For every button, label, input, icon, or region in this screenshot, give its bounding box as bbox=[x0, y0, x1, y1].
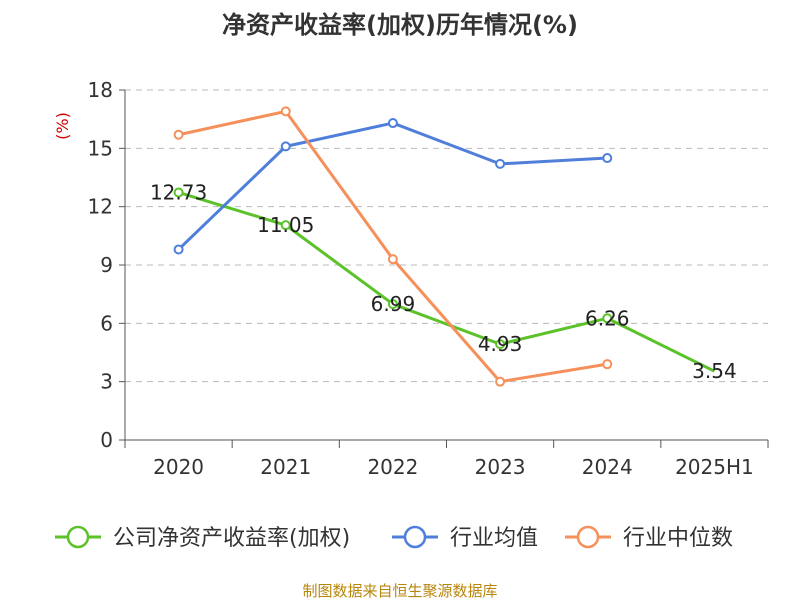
series-point-1 bbox=[495, 158, 506, 169]
y-axis-unit: (%) bbox=[53, 112, 72, 140]
series bbox=[173, 106, 716, 387]
x-tick-label: 2020 bbox=[153, 455, 204, 479]
y-tick-label: 18 bbox=[88, 78, 113, 102]
grid bbox=[125, 89, 768, 383]
legend-swatch-marker bbox=[576, 525, 600, 549]
x-tick-label: 2021 bbox=[260, 455, 311, 479]
data-label: 12.73 bbox=[150, 180, 207, 204]
legend-swatch-marker bbox=[403, 525, 427, 549]
data-label: 6.26 bbox=[585, 306, 630, 330]
axes: 0 3 6 9 12 15 18 2020 2021 2022 2023 2024 2025H1 bbox=[88, 78, 769, 479]
data-label: 4.93 bbox=[478, 332, 523, 356]
legend-label: 行业中位数 bbox=[623, 526, 733, 551]
legend-label: 行业均值 bbox=[450, 526, 538, 551]
data-label: 11.05 bbox=[257, 213, 314, 237]
data-labels: 12.73 11.05 6.99 4.93 6.26 3.54 bbox=[150, 180, 737, 383]
series-point-0 bbox=[173, 187, 184, 198]
series-point-2 bbox=[387, 254, 398, 265]
y-tick-label: 15 bbox=[88, 136, 113, 160]
series-point-2 bbox=[173, 129, 184, 140]
legend-swatch-marker bbox=[66, 525, 90, 549]
data-label: 3.54 bbox=[692, 359, 737, 383]
series-point-2 bbox=[602, 359, 613, 370]
y-tick-label: 6 bbox=[100, 311, 113, 335]
x-tick-label: 2025H1 bbox=[675, 455, 754, 479]
series-point-0 bbox=[495, 339, 506, 350]
y-tick-label: 3 bbox=[100, 370, 113, 394]
series-point-1 bbox=[173, 244, 184, 255]
legend[interactable]: 公司净资产收益率(加权) 行业均值 行业中位数 bbox=[55, 525, 733, 551]
series-point-2 bbox=[280, 106, 291, 117]
series-point-0 bbox=[280, 220, 291, 231]
x-tick-label: 2024 bbox=[582, 455, 633, 479]
x-tick-label: 2023 bbox=[475, 455, 526, 479]
series-point-1 bbox=[280, 141, 291, 152]
y-tick-label: 0 bbox=[100, 428, 113, 452]
series-line-1 bbox=[177, 121, 608, 251]
x-tick-label: 2022 bbox=[367, 455, 418, 479]
legend-label: 公司净资产收益率(加权) bbox=[113, 526, 350, 551]
series-point-0 bbox=[602, 313, 613, 324]
series-point-1 bbox=[602, 153, 613, 164]
series-line-2 bbox=[178, 109, 608, 384]
legend-item-2[interactable]: 行业中位数 bbox=[565, 525, 733, 551]
chart-title: 净资产收益率(加权)历年情况(%) bbox=[222, 11, 578, 39]
series-point-2 bbox=[495, 376, 506, 387]
legend-item-1[interactable]: 行业均值 bbox=[392, 525, 538, 551]
y-tick-label: 12 bbox=[88, 195, 113, 219]
series-point-0 bbox=[387, 299, 398, 310]
series-point-1 bbox=[387, 118, 398, 129]
series-line-0 bbox=[178, 191, 716, 373]
source-note: 制图数据来自恒生聚源数据库 bbox=[302, 582, 497, 600]
data-label: 6.99 bbox=[371, 292, 416, 316]
legend-item-0[interactable]: 公司净资产收益率(加权) bbox=[55, 525, 350, 551]
y-tick-label: 9 bbox=[100, 253, 113, 277]
